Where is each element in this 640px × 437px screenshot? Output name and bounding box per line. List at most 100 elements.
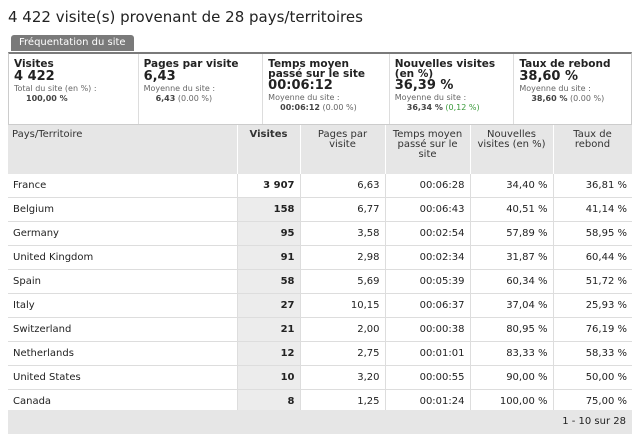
table-cell: United States xyxy=(8,365,238,390)
summary: Visites 4 422 Total du site (en %) :100,00… xyxy=(8,52,632,125)
table-cell: United Kingdom xyxy=(8,245,238,270)
table-cell: 58 xyxy=(237,269,301,294)
metric-avg-value: 38,60 % xyxy=(531,94,568,103)
table-cell: 25,93 % xyxy=(553,293,632,318)
table-row: Spain 58 5,69 00:05:39 60,34 % 51,72 % xyxy=(8,269,632,294)
column-header[interactable]: Temps moyen passé sur le site xyxy=(385,125,471,174)
table-row: United Kingdom 91 2,98 00:02:34 31,87 % 60,44… xyxy=(8,245,632,270)
metric-value: 00:06:12 xyxy=(268,78,333,93)
metric-avg-value: 36,34 % xyxy=(406,103,443,112)
table-cell: 76,19 % xyxy=(553,317,632,342)
table-cell: 158 xyxy=(237,197,301,222)
metric-avg-value: 6,43 xyxy=(155,94,176,103)
metric-box: Nouvelles visites (en %) 36,39 % Moyenne d… xyxy=(390,54,515,124)
table-cell: 34,40 % xyxy=(470,174,554,198)
metric-avg: 6,43 (0.00 %) xyxy=(144,94,258,104)
table-cell: 00:00:38 xyxy=(385,317,471,342)
table-cell: 00:05:39 xyxy=(385,269,471,294)
table-cell: 37,04 % xyxy=(470,293,554,318)
metric-avg-label: Moyenne du site : xyxy=(394,93,467,102)
table-cell: 00:02:34 xyxy=(385,245,471,270)
table-cell: 00:01:01 xyxy=(385,341,471,366)
metric-title: Temps moyen passé sur le site xyxy=(268,58,365,80)
metric-avg: 00:06:12 (0.00 %) xyxy=(268,103,384,113)
table-cell: 3,58 xyxy=(300,221,386,246)
table-cell: 36,81 % xyxy=(553,174,632,198)
metric-title: Visites xyxy=(14,58,54,70)
metric-avg-change: (0,12 %) xyxy=(445,103,480,112)
table-cell: 90,00 % xyxy=(470,365,554,390)
table-cell: 2,75 xyxy=(300,341,386,366)
table-cell: 3,20 xyxy=(300,365,386,390)
metric-box: Temps moyen passé sur le site 00:06:12 Moy… xyxy=(263,54,390,124)
metric-box: Taux de rebond 38,60 % Moyenne du site :38… xyxy=(514,54,631,124)
table-row: Belgium 158 6,77 00:06:43 40,51 % 41,14 % xyxy=(8,197,632,222)
tab[interactable]: Fréquentation du site xyxy=(11,35,134,51)
metric-value: 38,60 % xyxy=(519,69,579,84)
table-row: United States 10 3,20 00:00:55 90,00 % 50,00 … xyxy=(8,365,632,390)
table-cell: 12 xyxy=(237,341,301,366)
table-cell: 83,33 % xyxy=(470,341,554,366)
metric-avg-label: Moyenne du site : xyxy=(268,93,340,102)
table-cell: 21 xyxy=(237,317,301,342)
table-cell: 58,33 % xyxy=(553,341,632,366)
table-cell: 5,69 xyxy=(300,269,386,294)
table-cell: 8 xyxy=(237,389,301,414)
metric-avg: 100,00 % xyxy=(14,94,133,104)
metric-value: 6,43 xyxy=(143,69,176,84)
table-cell: 51,72 % xyxy=(553,269,632,294)
column-header[interactable]: Pages par visite xyxy=(300,125,386,174)
table-cell: Spain xyxy=(8,269,238,294)
table-row: Switzerland 21 2,00 00:00:38 80,95 % 76,19 % xyxy=(8,317,632,342)
table-cell: 41,14 % xyxy=(553,197,632,222)
column-header[interactable]: Nouvelles visites (en %) xyxy=(470,125,554,174)
table-cell: 00:06:43 xyxy=(385,197,471,222)
table-cell: Germany xyxy=(8,221,238,246)
table-cell: 57,89 % xyxy=(470,221,554,246)
metric-avg: 38,60 % (0.00 %) xyxy=(519,94,626,104)
table-cell: 75,00 % xyxy=(553,389,632,414)
metric-avg: 36,34 % (0,12 %) xyxy=(395,103,509,113)
metric-avg-label: Total du site (en %) : xyxy=(14,84,97,93)
metric-avg-label: Moyenne du site : xyxy=(519,84,591,93)
table-cell: Netherlands xyxy=(8,341,238,366)
title: 4 422 visite(s) provenant de 28 pays/ter… xyxy=(8,8,363,26)
table-cell: 58,95 % xyxy=(553,221,632,246)
pagination: 1 - 10 sur 28 xyxy=(8,410,632,434)
table-cell: 00:06:28 xyxy=(385,174,471,198)
column-header[interactable]: Taux de rebond xyxy=(553,125,633,174)
table-cell: Belgium xyxy=(8,197,238,222)
column-header[interactable]: Visites xyxy=(237,125,301,174)
table-cell: 100,00 % xyxy=(470,389,554,414)
table-cell: 10,15 xyxy=(300,293,386,318)
table-cell: Switzerland xyxy=(8,317,238,342)
table-cell: 40,51 % xyxy=(470,197,554,222)
metric-avg-value: 100,00 % xyxy=(26,94,68,103)
table-cell: 00:00:55 xyxy=(385,365,471,390)
table-cell: 60,34 % xyxy=(470,269,554,294)
metric-title: Nouvelles visites (en %) xyxy=(394,58,496,80)
metric-avg-value: 00:06:12 xyxy=(280,103,320,112)
table-cell: Canada xyxy=(8,389,238,414)
table-cell: 00:06:37 xyxy=(385,293,471,318)
table-cell: 95 xyxy=(237,221,301,246)
metric-box: Pages par visite 6,43 Moyenne du site :6,4… xyxy=(139,54,264,124)
table-row: Netherlands 12 2,75 00:01:01 83,33 % 58,33 % xyxy=(8,341,632,366)
table-cell: 00:02:54 xyxy=(385,221,471,246)
metric-avg-change: (0.00 %) xyxy=(570,94,605,103)
column-header[interactable]: Pays/Territoire xyxy=(8,125,238,174)
metric-avg-change: (0.00 %) xyxy=(322,103,357,112)
table-cell: 60,44 % xyxy=(553,245,632,270)
metric-value: 36,39 % xyxy=(394,78,454,93)
table-row: France 3 907 6,63 00:06:28 34,40 % 36,81 % xyxy=(8,174,632,198)
metric-avg-change: (0.00 %) xyxy=(177,94,213,103)
table-body: France 3 907 6,63 00:06:28 34,40 % 36,81 % Bel… xyxy=(8,174,632,414)
table-cell: 2,00 xyxy=(300,317,386,342)
table-cell: 50,00 % xyxy=(553,365,632,390)
table-cell: 6,63 xyxy=(300,174,386,198)
metric-title: Taux de rebond xyxy=(519,58,611,70)
table-cell: 6,77 xyxy=(300,197,386,222)
table-cell: 31,87 % xyxy=(470,245,554,270)
table-cell: 3 907 xyxy=(237,174,301,198)
